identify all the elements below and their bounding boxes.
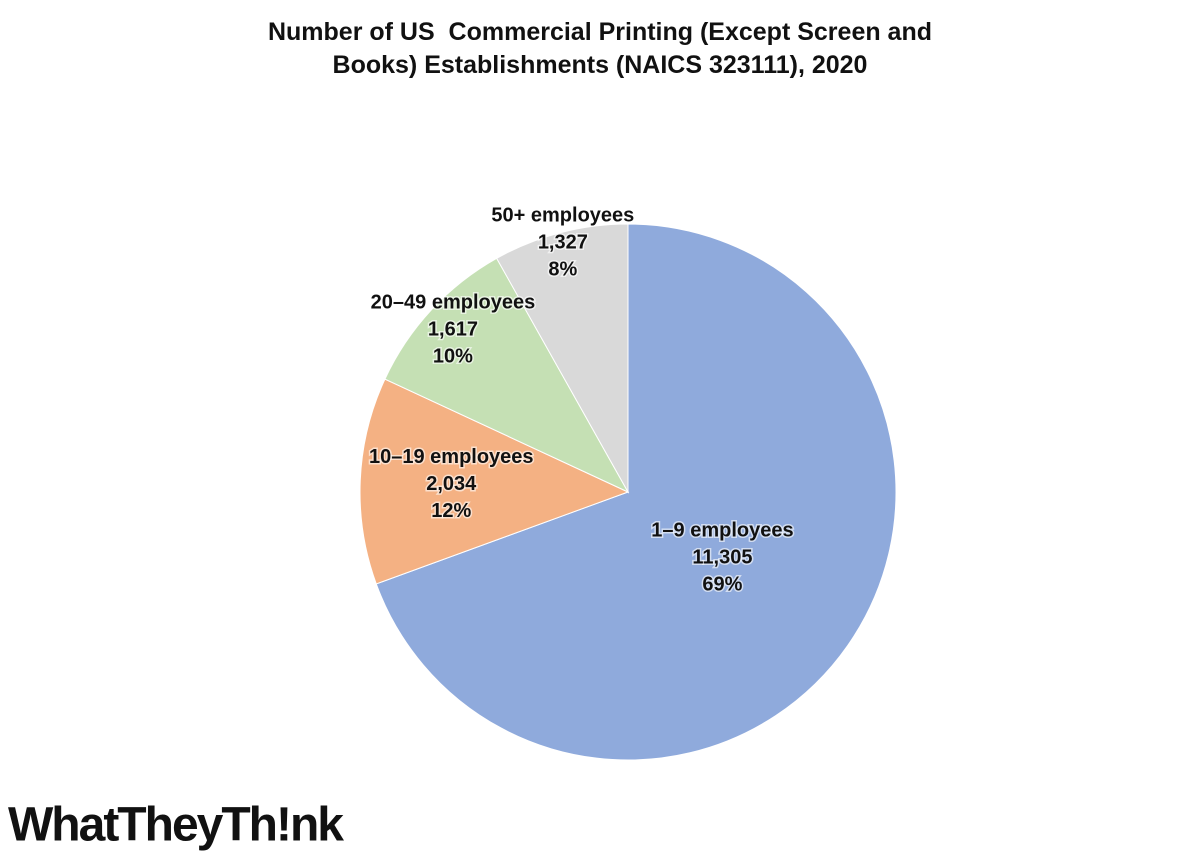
chart-title: Number of US Commercial Printing (Except…	[267, 18, 939, 79]
slice-value-label: 1,327	[538, 231, 588, 253]
logo: WhatTheyTh!nk	[8, 799, 344, 852]
pie-slice	[384, 257, 630, 494]
slice-percent-label: 8%	[548, 258, 577, 280]
slice-value-label: 2,034	[426, 473, 477, 495]
pie-slice	[375, 223, 897, 761]
slice-percent-label: 69%	[702, 573, 742, 595]
slice-category-label: 10–19 employees	[369, 446, 534, 468]
slice-percent-label: 12%	[431, 500, 471, 522]
slice-value-label: 11,305	[692, 546, 752, 568]
slice-category-label: 1–9 employees	[651, 519, 793, 541]
slice-category-label: 20–49 employees	[371, 291, 536, 313]
pie-slice	[496, 223, 629, 494]
slice-percent-label: 10%	[433, 345, 473, 367]
slice-value-label: 1,617	[428, 318, 478, 340]
slice-category-label: 50+ employees	[491, 204, 634, 226]
pie-slice	[359, 378, 630, 585]
